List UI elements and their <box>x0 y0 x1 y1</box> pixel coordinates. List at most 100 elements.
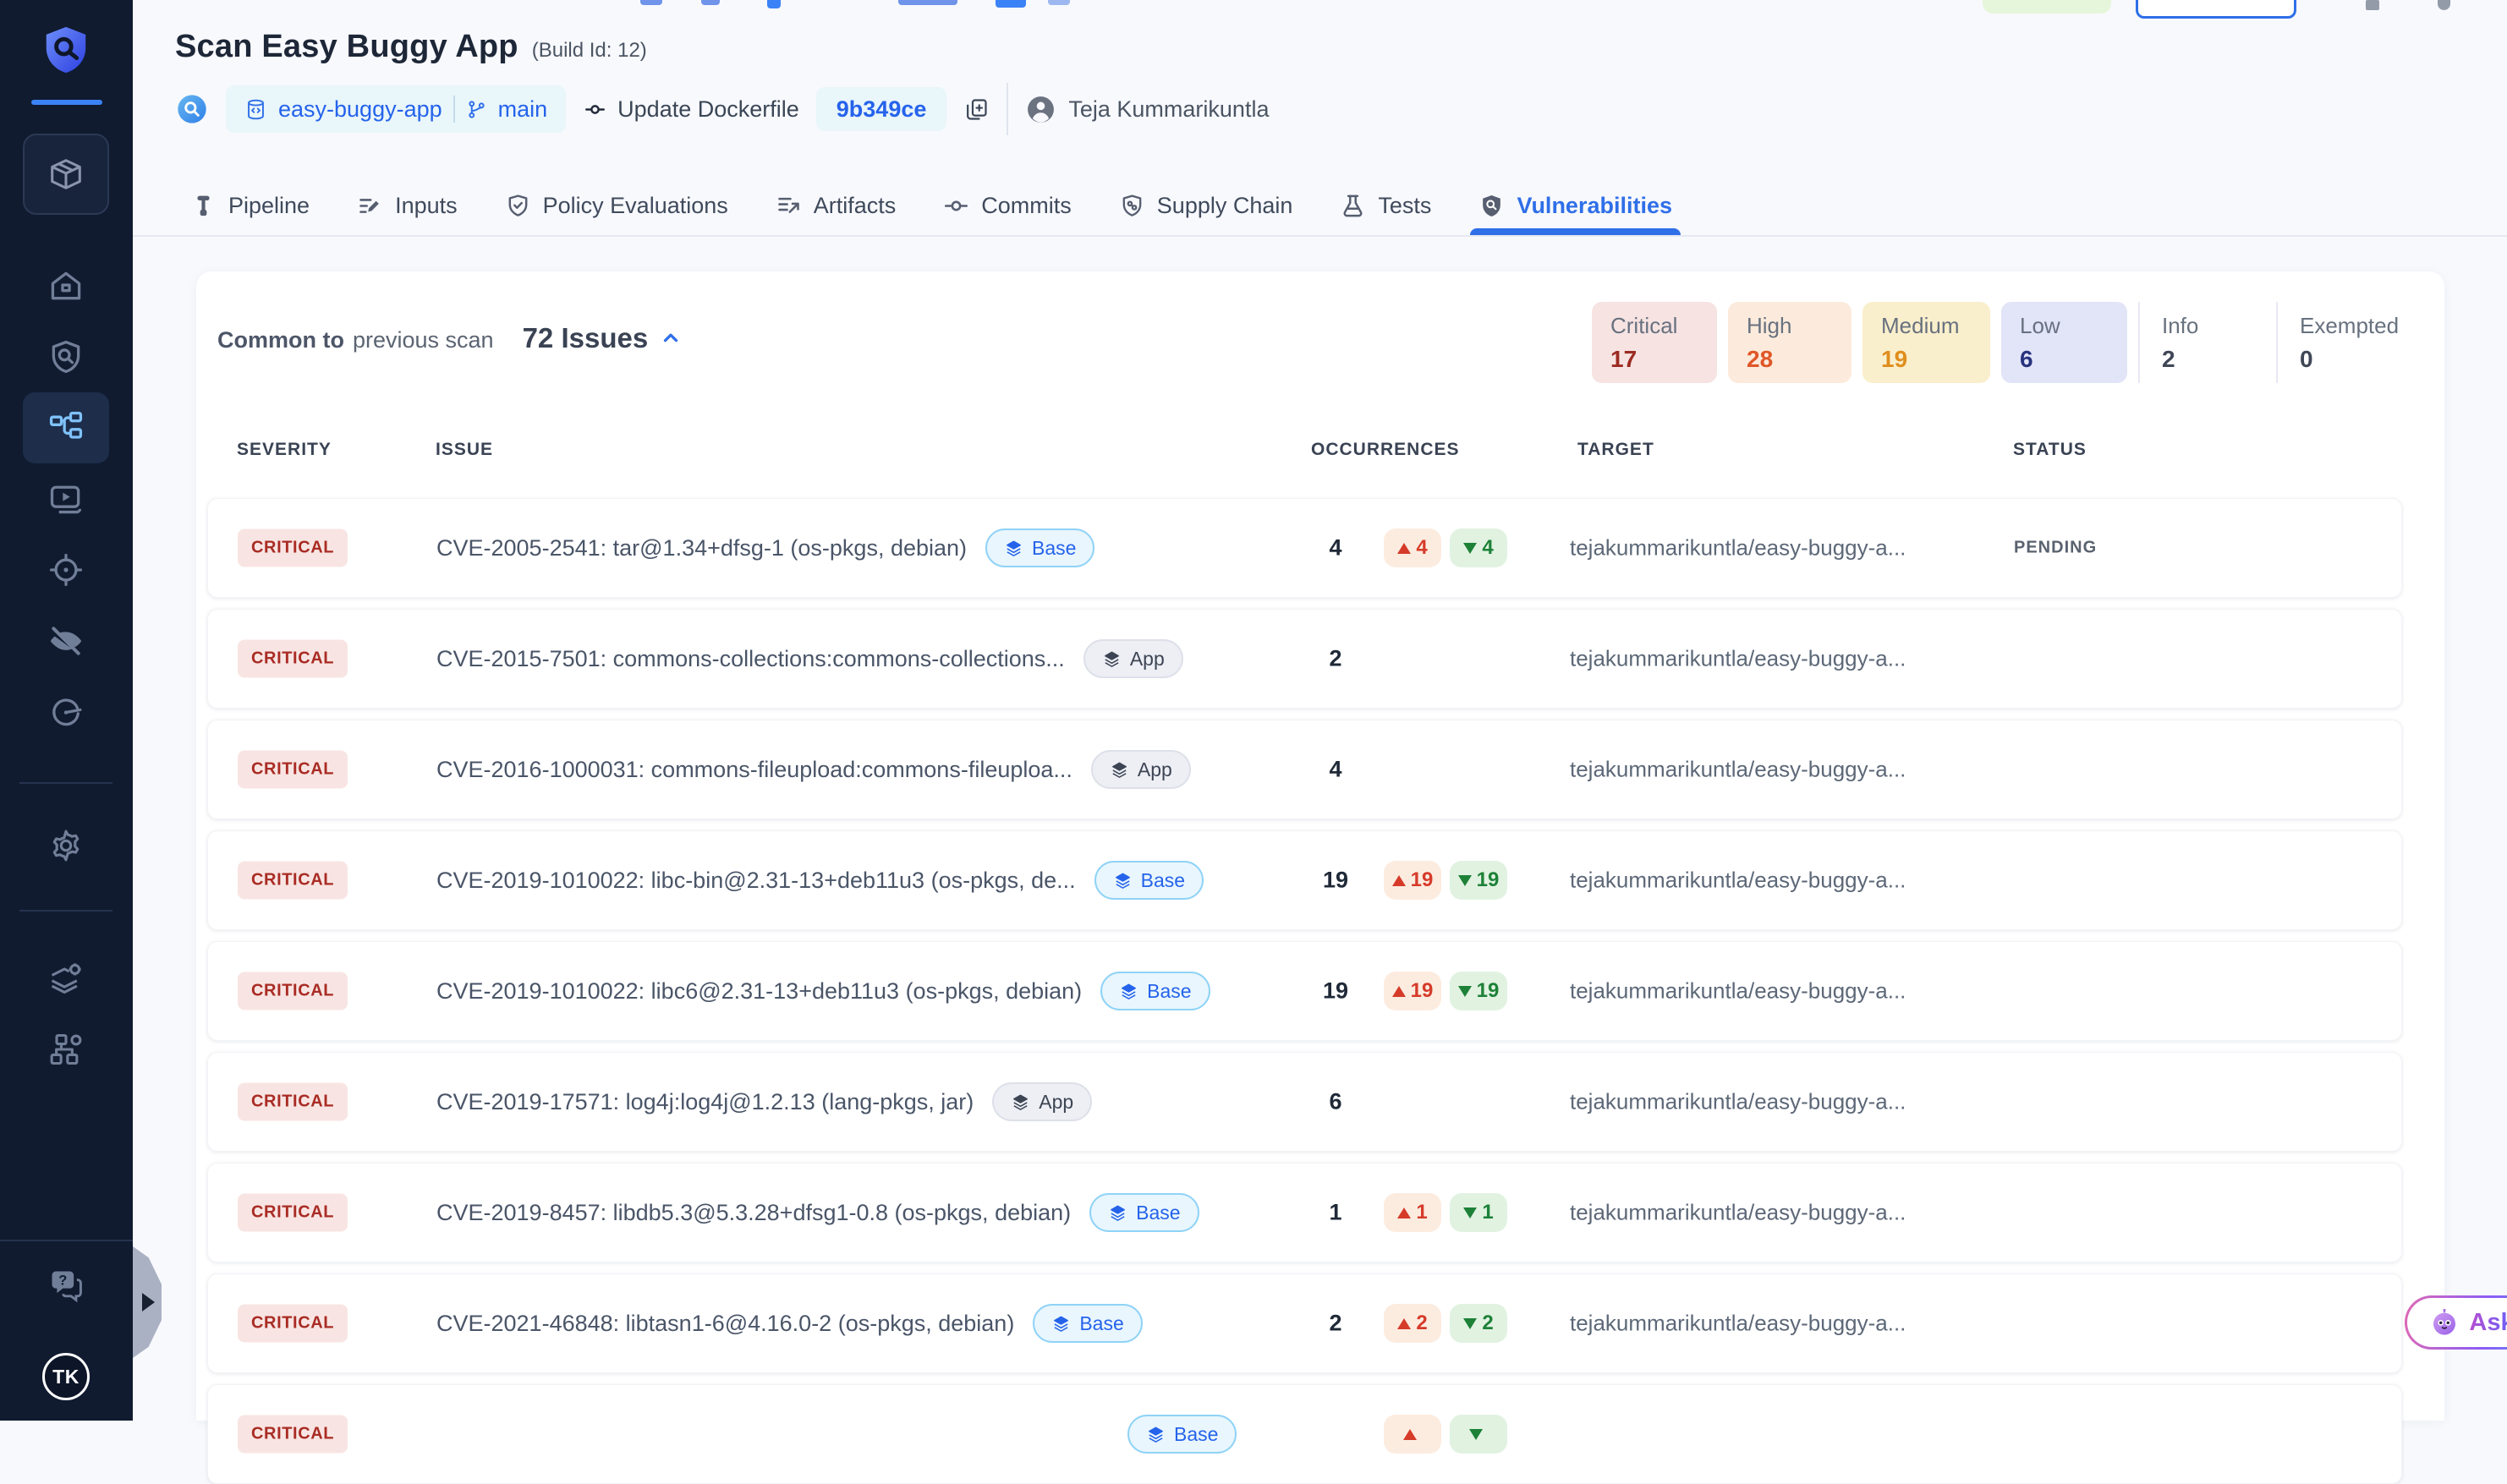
severity-label: Critical <box>1610 313 1678 338</box>
scan-tabs: Pipeline Inputs Policy Evaluations Artifact… <box>190 176 1681 235</box>
decrease-value: 19 <box>1476 868 1500 891</box>
shield-logo-icon[interactable] <box>40 20 92 79</box>
tab-tests-icon <box>1340 193 1366 219</box>
sidebar-divider <box>19 910 112 912</box>
table-row[interactable]: CRITICAL CVE-2019-1010022: libc6@2.31-13+… <box>207 941 2402 1041</box>
layers-small-icon <box>1108 1203 1127 1223</box>
sidebar-item-video-run[interactable] <box>23 463 109 534</box>
tab-inputs[interactable]: Inputs <box>357 176 458 235</box>
decrease-value: 2 <box>1482 1312 1494 1334</box>
image-layer-label: Base <box>1140 868 1186 891</box>
tab-artifacts-icon <box>776 193 802 219</box>
occurrences-decrease-badge: 2 <box>1450 1304 1507 1343</box>
tab-vulnerabilities[interactable]: Vulnerabilities <box>1470 176 1681 235</box>
ask-ai-inner: Ask AI <box>2407 1298 2507 1347</box>
table-row[interactable]: CRITICAL CVE-2005-2541: tar@1.34+dfsg-1 (… <box>207 498 2402 598</box>
clipped-toolbar-button[interactable] <box>2136 0 2296 19</box>
sidebar-item-project[interactable] <box>23 134 109 215</box>
severity-card-exempted[interactable]: Exempted 0 <box>2276 302 2420 383</box>
severity-card-high[interactable]: High 28 <box>1728 302 1851 383</box>
occurrences-increase-badge: 19 <box>1384 972 1441 1010</box>
branch-name[interactable]: main <box>497 96 548 122</box>
user-avatar[interactable]: TK <box>42 1353 90 1400</box>
commit-message-item: Update Dockerfile <box>583 96 799 123</box>
tab-label: Artifacts <box>813 192 897 218</box>
tab-supply-chain[interactable]: Supply Chain <box>1119 176 1292 235</box>
sidebar-item-layers-gear[interactable] <box>23 943 109 1014</box>
issue-title: CVE-2019-1010022: libc-bin@2.31-13+deb11… <box>436 867 1076 893</box>
image-layer-label: App <box>1039 1090 1074 1113</box>
sidebar-item-pipeline[interactable] <box>23 392 109 463</box>
ask-ai-button[interactable]: Ask AI <box>2405 1295 2507 1350</box>
occurrences-count: 2 <box>1329 645 1342 671</box>
issue-cell: CVE-2019-17571: log4j:log4j@1.2.13 (lang… <box>436 1082 1093 1121</box>
column-header-occurrences: OCCURRENCES <box>1311 440 1460 459</box>
table-row[interactable]: CRITICAL CVE-2019-17571: log4j:log4j@1.2.… <box>207 1052 2402 1152</box>
issue-title: CVE-2021-46848: libtasn1-6@4.16.0-2 (os-… <box>436 1310 1015 1336</box>
target-name: tejakummarikuntla/easy-buggy-a... <box>1570 1199 1906 1225</box>
triangle-up-icon <box>1397 542 1412 554</box>
triangle-down-icon <box>1457 985 1472 997</box>
repo-branch-pill[interactable]: easy-buggy-app main <box>226 85 567 133</box>
tab-policy-evaluations[interactable]: Policy Evaluations <box>505 176 728 235</box>
sidebar-item-home[interactable] <box>23 250 109 321</box>
sidebar-item-eye-off[interactable] <box>23 605 109 676</box>
decrease-value: 19 <box>1476 979 1500 1002</box>
triangle-up-icon <box>1397 1317 1412 1329</box>
occurrences-count: 2 <box>1329 1310 1342 1336</box>
table-row[interactable]: CRITICAL CVE-2019-1010022: libc-bin@2.31-… <box>207 830 2402 930</box>
image-layer-badge: App <box>1090 750 1191 789</box>
clipped-doc-icon[interactable] <box>2366 0 2379 10</box>
sidebar-item-scan-shield[interactable] <box>23 321 109 392</box>
sidebar-item-gear[interactable] <box>23 810 109 881</box>
occurrences-count: 4 <box>1329 756 1342 782</box>
image-layer-label: Base <box>1032 536 1077 559</box>
logo-underline <box>31 100 102 105</box>
svg-text:?: ? <box>58 1273 67 1289</box>
severity-card-critical[interactable]: Critical 17 <box>1592 302 1717 383</box>
sidebar-item-org-gear[interactable] <box>23 1014 109 1085</box>
table-row[interactable]: CRITICAL Base <box>207 1384 2402 1484</box>
commit-message: Update Dockerfile <box>617 96 799 122</box>
issue-cell: CVE-2016-1000031: commons-fileupload:com… <box>436 750 1191 789</box>
table-row[interactable]: CRITICAL CVE-2019-8457: libdb5.3@5.3.28+d… <box>207 1163 2402 1262</box>
tab-commits-icon <box>943 193 969 219</box>
triangle-down-icon <box>1457 874 1472 886</box>
tab-tests[interactable]: Tests <box>1340 176 1431 235</box>
clipped-breadcrumb-fragment <box>996 0 1026 8</box>
image-layer-badge: Base <box>985 528 1095 567</box>
chevron-up-icon[interactable] <box>660 327 682 349</box>
severity-card-medium[interactable]: Medium 19 <box>1862 302 1990 383</box>
layers-gear-icon <box>47 960 85 997</box>
target-name: tejakummarikuntla/easy-buggy-a... <box>1570 645 1906 671</box>
tab-inputs-icon <box>357 193 383 219</box>
tab-pipeline[interactable]: Pipeline <box>190 176 310 235</box>
severity-badge: CRITICAL <box>238 1415 348 1454</box>
severity-count: 6 <box>2020 346 2033 372</box>
person-icon <box>1025 94 1056 125</box>
clipped-user-icon[interactable] <box>2438 0 2450 10</box>
commit-hash-pill[interactable]: 9b349ce <box>815 87 947 131</box>
severity-card-info[interactable]: Info 2 <box>2138 302 2265 383</box>
sidebar-item-gauge[interactable] <box>23 676 109 747</box>
repo-name[interactable]: easy-buggy-app <box>278 96 442 122</box>
table-row[interactable]: CRITICAL CVE-2021-46848: libtasn1-6@4.16.… <box>207 1273 2402 1373</box>
severity-badge: CRITICAL <box>238 750 348 789</box>
issue-title: CVE-2016-1000031: commons-fileupload:com… <box>436 756 1072 782</box>
tab-vulnerabilities-icon <box>1478 193 1505 219</box>
table-row[interactable]: CRITICAL CVE-2015-7501: commons-collectio… <box>207 609 2402 709</box>
pill-divider <box>453 96 455 123</box>
image-layer-label: App <box>1129 647 1165 670</box>
table-row[interactable]: CRITICAL CVE-2016-1000031: commons-fileup… <box>207 720 2402 819</box>
occurrences-decrease-badge: 1 <box>1450 1193 1507 1232</box>
sidebar-item-target[interactable] <box>23 534 109 605</box>
severity-card-low[interactable]: Low 6 <box>2001 302 2127 383</box>
tab-commits[interactable]: Commits <box>943 176 1072 235</box>
severity-filter-cards: Critical 17 High 28 Medium 19 Low 6 Info 2 Exempte… <box>1592 302 2420 383</box>
tab-label: Vulnerabilities <box>1517 192 1672 218</box>
increase-value: 4 <box>1416 536 1428 559</box>
clipped-toolbar-pill[interactable] <box>1983 0 2111 14</box>
copy-icon[interactable] <box>963 96 990 123</box>
sidebar-item-chat-help[interactable]: ? <box>23 1250 109 1321</box>
tab-artifacts[interactable]: Artifacts <box>776 176 897 235</box>
